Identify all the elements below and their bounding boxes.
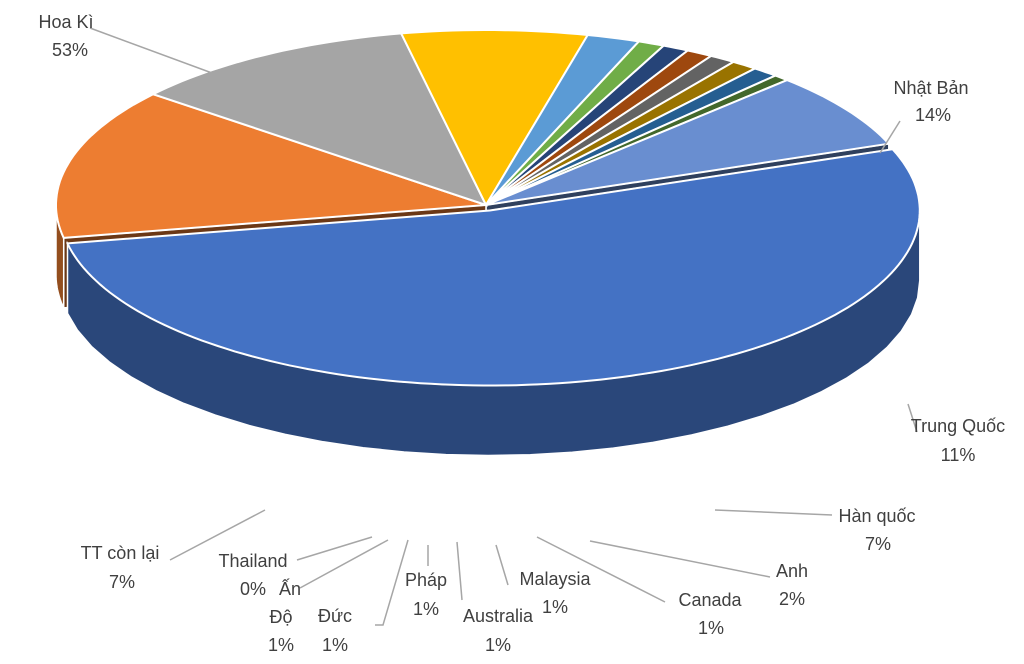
label-malaysia: Malaysia <box>519 569 591 589</box>
slice-trung-quoc <box>150 32 488 207</box>
value-nhat-ban: 14% <box>915 105 951 125</box>
label-an-do-line2: Độ <box>269 607 292 627</box>
value-an-do: 1% <box>268 635 294 655</box>
label-han-quoc: Hàn quốc <box>838 506 915 526</box>
label-hoa-ki: Hoa Kì <box>38 12 93 32</box>
value-phap: 1% <box>413 599 439 619</box>
leader-lines <box>89 27 918 626</box>
value-trung-quoc: 11% <box>941 445 976 465</box>
label-duc: Đức <box>318 606 352 626</box>
value-anh: 2% <box>779 589 805 609</box>
leader-nhat-ban <box>879 120 901 154</box>
label-canada: Canada <box>678 590 742 610</box>
leader-duc <box>375 539 409 626</box>
label-an-do: Ấn <box>279 578 301 599</box>
value-malaysia: 1% <box>542 597 568 617</box>
label-anh: Anh <box>776 561 808 581</box>
slice-hoa-ki <box>65 148 921 387</box>
leader-an-do <box>299 539 389 589</box>
value-tt-con-lai: 7% <box>109 572 135 592</box>
leader-canada <box>536 536 666 603</box>
value-duc: 1% <box>322 635 348 655</box>
slice-nhat-ban <box>55 93 487 239</box>
leader-anh <box>589 540 771 578</box>
leader-malaysia <box>495 544 509 586</box>
leader-thailand <box>296 536 373 561</box>
slice-labels: Hoa Kì 53% Nhật Bản 14% Trung Quốc 11% H… <box>38 12 1005 655</box>
label-thailand: Thailand <box>218 551 287 571</box>
value-thailand: 0% <box>240 579 266 599</box>
label-nhat-ban: Nhật Bản <box>893 78 968 98</box>
leader-trung-quoc <box>907 403 918 433</box>
label-australia: Australia <box>463 606 534 626</box>
leader-han-quoc <box>714 509 833 516</box>
slice-tt-con-lai <box>485 79 891 206</box>
slice-anh <box>485 33 641 206</box>
label-trung-quoc: Trung Quốc <box>911 416 1005 436</box>
leader-hoa-ki <box>89 27 213 74</box>
value-han-quoc: 7% <box>865 534 891 554</box>
slice-han-quoc <box>399 29 590 208</box>
label-tt-con-lai: TT còn lại <box>81 543 160 563</box>
value-australia: 1% <box>485 635 511 655</box>
pie-tops <box>55 29 921 387</box>
value-canada: 1% <box>698 618 724 638</box>
leader-australia <box>456 541 463 601</box>
leader-tt-con-lai <box>169 509 266 561</box>
value-hoa-ki: 53% <box>52 40 88 60</box>
label-phap: Pháp <box>405 570 447 590</box>
